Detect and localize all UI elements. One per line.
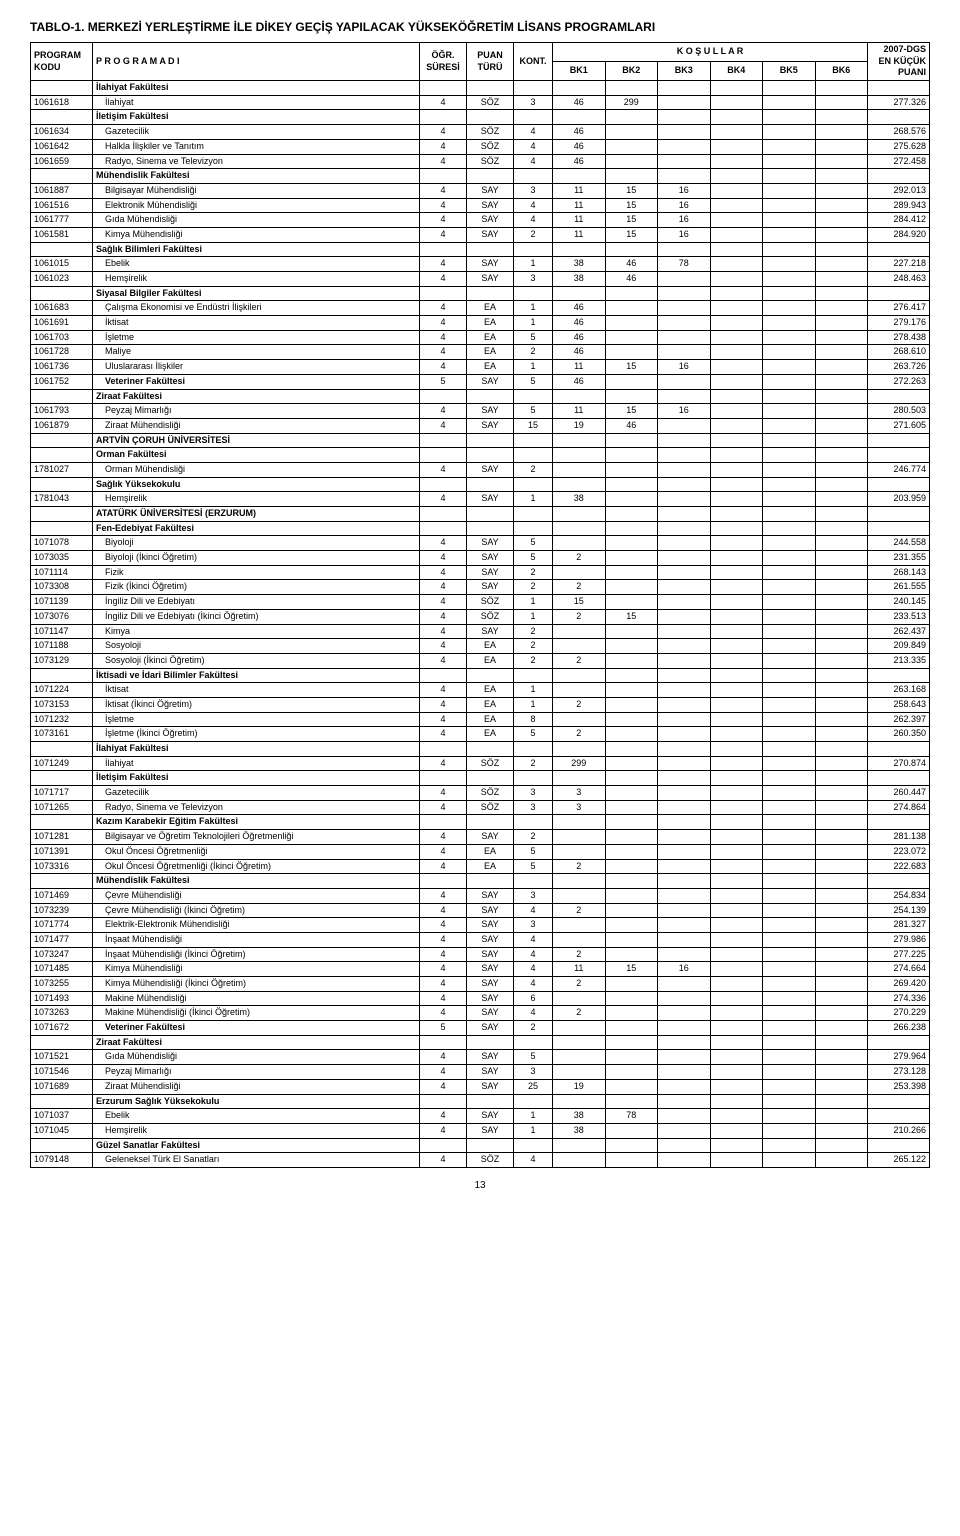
h-adi: P R O G R A M A D I: [93, 43, 420, 81]
table-row: 1071045Hemşirelik4SAY138210.266: [31, 1123, 930, 1138]
table-row: 1061793Peyzaj Mimarlığı4SAY5111516280.50…: [31, 404, 930, 419]
h-bk1: BK1: [553, 62, 606, 81]
h-kodu: PROGRAMKODU: [31, 43, 93, 81]
table-row: 1071188Sosyoloji4EA2209.849: [31, 639, 930, 654]
table-row: 1073035Biyoloji (İkinci Öğretim)4SAY5223…: [31, 551, 930, 566]
table-row: 1071249İlahiyat4SÖZ2299270.874: [31, 756, 930, 771]
programs-table: PROGRAMKODU P R O G R A M A D I ÖĞR.SÜRE…: [30, 42, 930, 1168]
table-row: 1071037Ebelik4SAY13878: [31, 1109, 930, 1124]
table-row: 1071224İktisat4EA1263.168: [31, 683, 930, 698]
table-row: 1071391Okul Öncesi Öğretmenliği4EA5223.0…: [31, 844, 930, 859]
h-kosul: K O Ş U L L A R: [553, 43, 868, 62]
table-row: ATATÜRK ÜNİVERSİTESİ (ERZURUM): [31, 507, 930, 522]
table-row: 1071469Çevre Mühendisliği4SAY3254.834: [31, 888, 930, 903]
h-bk4: BK4: [710, 62, 763, 81]
table-row: 1061015Ebelik4SAY1384678227.218: [31, 257, 930, 272]
table-row: 1073263Makine Mühendisliği (İkinci Öğret…: [31, 1006, 930, 1021]
table-row: 1061581Kimya Mühendisliği4SAY2111516284.…: [31, 227, 930, 242]
table-row: ARTVİN ÇORUH ÜNİVERSİTESİ: [31, 433, 930, 448]
table-row: 1781043Hemşirelik4SAY138203.959: [31, 492, 930, 507]
table-row: 1781027Orman Mühendisliği4SAY2246.774: [31, 462, 930, 477]
table-row: 1061683Çalışma Ekonomisi ve Endüstri İli…: [31, 301, 930, 316]
table-row: 1071672Veteriner Fakültesi5SAY2266.238: [31, 1021, 930, 1036]
page-title: TABLO-1. MERKEZİ YERLEŞTİRME İLE DİKEY G…: [30, 20, 930, 34]
h-bk2: BK2: [605, 62, 658, 81]
table-row: 1071521Gıda Mühendisliği4SAY5279.964: [31, 1050, 930, 1065]
h-kont: KONT.: [514, 43, 553, 81]
table-row: Orman Fakültesi: [31, 448, 930, 463]
table-row: 1071717Gazetecilik4SÖZ33260.447: [31, 786, 930, 801]
table-row: Güzel Sanatlar Fakültesi: [31, 1138, 930, 1153]
table-row: 1061634Gazetecilik4SÖZ446268.576: [31, 125, 930, 140]
table-row: 1061618İlahiyat4SÖZ346299277.326: [31, 95, 930, 110]
table-row: 1071485Kimya Mühendisliği4SAY4111516274.…: [31, 962, 930, 977]
table-row: Sağlık Yüksekokulu: [31, 477, 930, 492]
table-row: 1061777Gıda Mühendisliği4SAY4111516284.4…: [31, 213, 930, 228]
table-row: 1071139İngiliz Dili ve Edebiyatı4SÖZ1152…: [31, 595, 930, 610]
table-row: İlahiyat Fakültesi: [31, 742, 930, 757]
h-bk5: BK5: [763, 62, 816, 81]
table-row: 1061752Veteriner Fakültesi5SAY546272.263: [31, 374, 930, 389]
table-row: Mühendislik Fakültesi: [31, 874, 930, 889]
table-row: 1061887Bilgisayar Mühendisliği4SAY311151…: [31, 183, 930, 198]
table-row: Siyasal Bilgiler Fakültesi: [31, 286, 930, 301]
h-bk3: BK3: [658, 62, 711, 81]
table-row: 1071546Peyzaj Mimarlığı4SAY3273.128: [31, 1065, 930, 1080]
h-bk6: BK6: [815, 62, 868, 81]
table-row: İktisadi ve İdari Bilimler Fakültesi: [31, 668, 930, 683]
h-turu: PUANTÜRÜ: [467, 43, 514, 81]
table-row: Ziraat Fakültesi: [31, 389, 930, 404]
table-row: Erzurum Sağlık Yüksekokulu: [31, 1094, 930, 1109]
table-row: 1071774Elektrik-Elektronik Mühendisliği4…: [31, 918, 930, 933]
table-row: 1079148Geleneksel Türk El Sanatları4SÖZ4…: [31, 1153, 930, 1168]
table-row: 1071114Fizik4SAY2268.143: [31, 565, 930, 580]
table-row: 1073255Kimya Mühendisliği (İkinci Öğreti…: [31, 977, 930, 992]
table-row: Kazım Karabekir Eğitim Fakültesi: [31, 815, 930, 830]
table-row: 1071493Makine Mühendisliği4SAY6274.336: [31, 991, 930, 1006]
table-row: 1071078Biyoloji4SAY5244.558: [31, 536, 930, 551]
table-row: 1061691İktisat4EA146279.176: [31, 316, 930, 331]
table-row: 1073153İktisat (İkinci Öğretim)4EA12258.…: [31, 697, 930, 712]
table-row: 1073239Çevre Mühendisliği (İkinci Öğreti…: [31, 903, 930, 918]
table-row: 1061879Ziraat Mühendisliği4SAY151946271.…: [31, 418, 930, 433]
page-number: 13: [30, 1180, 930, 1191]
table-row: 1073308Fizik (İkinci Öğretim)4SAY22261.5…: [31, 580, 930, 595]
h-sure: ÖĞR.SÜRESİ: [420, 43, 467, 81]
table-row: 1073161İşletme (İkinci Öğretim)4EA52260.…: [31, 727, 930, 742]
table-row: 1071689Ziraat Mühendisliği4SAY2519253.39…: [31, 1079, 930, 1094]
table-row: 1061728Maliye4EA246268.610: [31, 345, 930, 360]
table-row: 1071281Bilgisayar ve Öğretim Teknolojile…: [31, 830, 930, 845]
table-row: 1073316Okul Öncesi Öğretmenliği (İkinci …: [31, 859, 930, 874]
table-row: 1073129Sosyoloji (İkinci Öğretim)4EA2221…: [31, 653, 930, 668]
table-row: 1073247İnşaat Mühendisliği (İkinci Öğret…: [31, 947, 930, 962]
table-row: Sağlık Bilimleri Fakültesi: [31, 242, 930, 257]
table-row: 1073076İngiliz Dili ve Edebiyatı (İkinci…: [31, 609, 930, 624]
table-row: Ziraat Fakültesi: [31, 1035, 930, 1050]
table-row: 1061642Halkla İlişkiler ve Tanıtım4SÖZ44…: [31, 139, 930, 154]
table-row: Fen-Edebiyat Fakültesi: [31, 521, 930, 536]
table-row: 1061659Radyo, Sinema ve Televizyon4SÖZ44…: [31, 154, 930, 169]
table-row: 1061516Elektronik Mühendisliği4SAY411151…: [31, 198, 930, 213]
table-row: İletişim Fakültesi: [31, 771, 930, 786]
table-row: Mühendislik Fakültesi: [31, 169, 930, 184]
table-row: 1071265Radyo, Sinema ve Televizyon4SÖZ33…: [31, 800, 930, 815]
table-row: 1061023Hemşirelik4SAY33846248.463: [31, 272, 930, 287]
table-row: 1071477İnşaat Mühendisliği4SAY4279.986: [31, 932, 930, 947]
table-row: İlahiyat Fakültesi: [31, 81, 930, 96]
table-row: 1071232İşletme4EA8262.397: [31, 712, 930, 727]
table-row: 1061736Uluslararası İlişkiler4EA11115162…: [31, 360, 930, 375]
h-puan: 2007-DGSEN KÜÇÜKPUANI: [868, 43, 930, 81]
table-row: İletişim Fakültesi: [31, 110, 930, 125]
table-row: 1071147Kimya4SAY2262.437: [31, 624, 930, 639]
table-row: 1061703İşletme4EA546278.438: [31, 330, 930, 345]
